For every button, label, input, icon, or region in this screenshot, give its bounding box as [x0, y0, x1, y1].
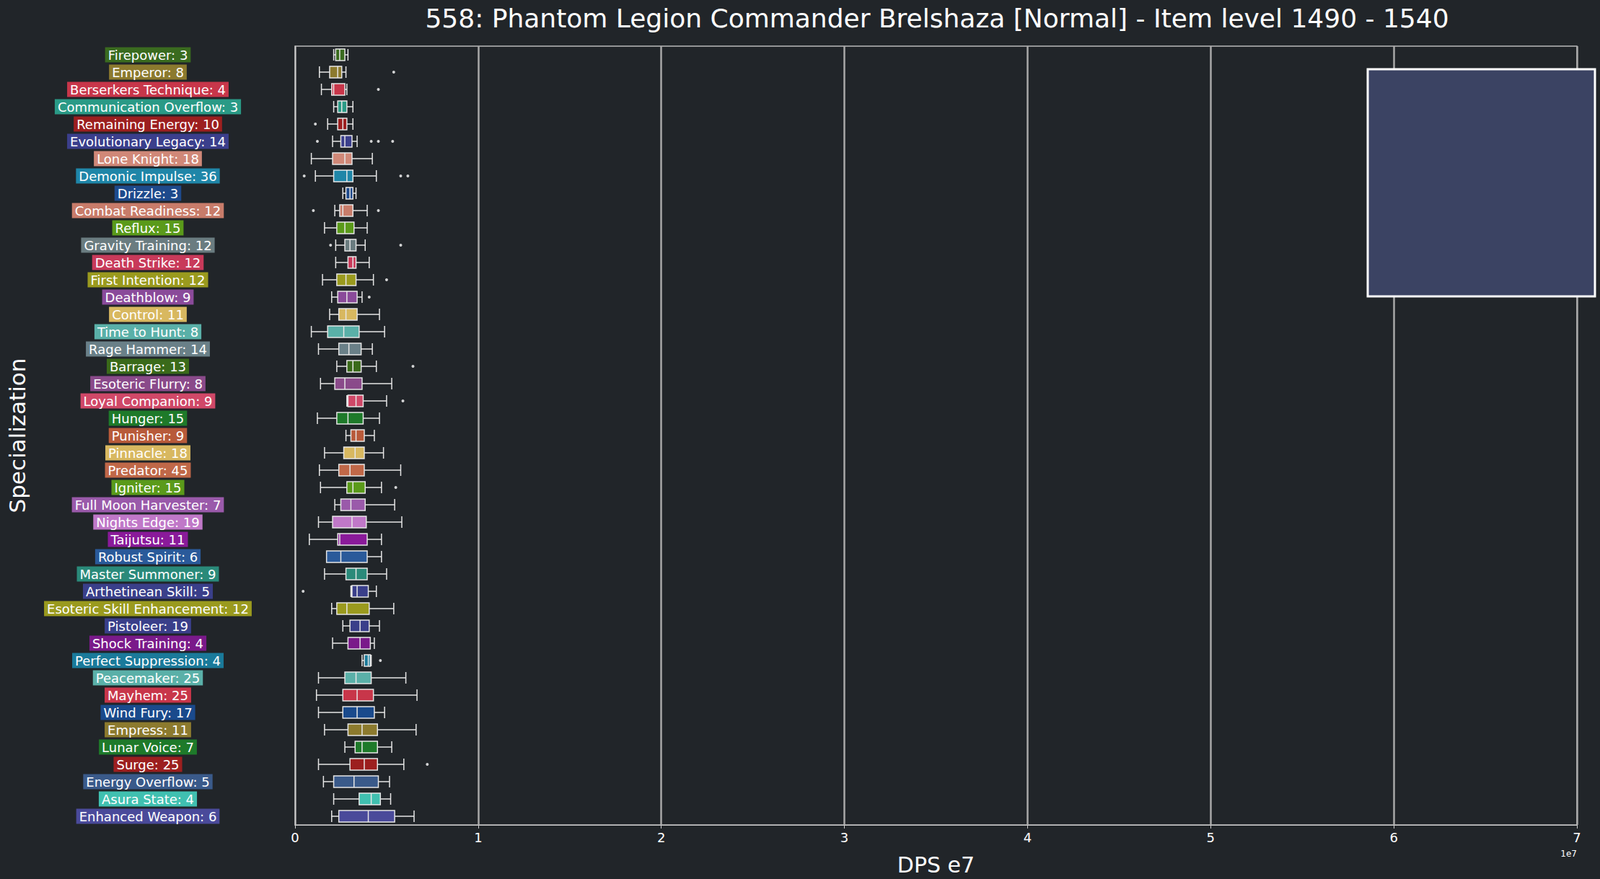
svg-text:Esoteric Flurry: 8: Esoteric Flurry: 8	[93, 376, 203, 392]
svg-text:Communication Overflow: 3: Communication Overflow: 3	[57, 99, 239, 115]
svg-text:Lunar Voice: 7: Lunar Voice: 7	[101, 740, 195, 756]
svg-text:4: 4	[1023, 830, 1032, 846]
svg-text:Time to Hunt: 8: Time to Hunt: 8	[96, 324, 199, 340]
svg-text:Pistoleer: 19: Pistoleer: 19	[107, 618, 189, 635]
svg-text:Gravity Training: 12: Gravity Training: 12	[83, 238, 212, 254]
svg-text:Lone Knight: 18: Lone Knight: 18	[96, 151, 200, 167]
svg-text:Hunger: 15: Hunger: 15	[111, 411, 185, 427]
svg-text:Remaining Energy: 10: Remaining Energy: 10	[76, 116, 220, 133]
svg-text:6: 6	[1389, 830, 1398, 846]
svg-text:Demonic Impulse: 36: Demonic Impulse: 36	[78, 168, 217, 184]
svg-text:7: 7	[1572, 830, 1581, 846]
svg-text:Empress: 11: Empress: 11	[107, 722, 189, 738]
svg-text:Full Moon Harvester: 7: Full Moon Harvester: 7	[75, 497, 222, 513]
svg-text:Death Strike: 12: Death Strike: 12	[95, 255, 202, 271]
svg-text:Berserkers Technique: 4: Berserkers Technique: 4	[69, 82, 226, 98]
svg-text:Shock Training: 4: Shock Training: 4	[92, 636, 204, 652]
svg-text:Drizzle: 3: Drizzle: 3	[117, 186, 179, 202]
svg-text:558: Phantom Legion Commander: 558: Phantom Legion Commander Brelshaza …	[424, 3, 1449, 34]
svg-text:Perfect Suppression: 4: Perfect Suppression: 4	[75, 653, 221, 669]
svg-text:Barrage: 13: Barrage: 13	[109, 359, 187, 375]
svg-text:Mayhem: 25: Mayhem: 25	[107, 688, 189, 704]
svg-text:Master Summoner: 9: Master Summoner: 9	[80, 566, 217, 583]
svg-text:Robust Spirit: 6: Robust Spirit: 6	[98, 549, 198, 565]
svg-text:Loyal Companion: 9: Loyal Companion: 9	[83, 393, 213, 410]
svg-text:Reflux: 15: Reflux: 15	[115, 220, 182, 236]
svg-text:Surge: 25: Surge: 25	[116, 757, 179, 773]
svg-text:Enhanced Weapon: 6: Enhanced Weapon: 6	[79, 809, 218, 825]
svg-text:1: 1	[473, 830, 482, 846]
svg-text:Asura State: 4: Asura State: 4	[101, 792, 195, 808]
svg-text:Deathblow: 9: Deathblow: 9	[105, 289, 192, 306]
svg-text:2: 2	[657, 830, 666, 846]
svg-text:Combat Readiness: 12: Combat Readiness: 12	[75, 203, 222, 219]
svg-text:Wind Fury: 17: Wind Fury: 17	[103, 705, 192, 721]
svg-text:Taijutsu: 11: Taijutsu: 11	[110, 532, 186, 548]
svg-text:Punisher: 9: Punisher: 9	[111, 428, 185, 444]
svg-text:Arthetinean Skill: 5: Arthetinean Skill: 5	[85, 584, 210, 600]
svg-text:Predator: 45: Predator: 45	[108, 463, 189, 479]
svg-text:DPS e7: DPS e7	[897, 852, 975, 878]
svg-text:Pinnacle: 18: Pinnacle: 18	[108, 445, 188, 461]
svg-text:Peacemaker: 25: Peacemaker: 25	[95, 670, 200, 687]
svg-text:5: 5	[1206, 830, 1215, 846]
svg-text:Nights Edge: 19: Nights Edge: 19	[95, 515, 200, 531]
svg-text:3: 3	[840, 830, 849, 846]
svg-text:1e7: 1e7	[1560, 849, 1577, 860]
svg-text:Specialization: Specialization	[4, 358, 31, 514]
svg-text:Energy Overflow: 5: Energy Overflow: 5	[85, 774, 210, 790]
svg-text:Control: 11: Control: 11	[111, 307, 184, 323]
svg-text:Rage Hammer: 14: Rage Hammer: 14	[88, 341, 208, 358]
svg-text:Emperor: 8: Emperor: 8	[111, 64, 184, 81]
svg-text:Firepower: 3: Firepower: 3	[108, 47, 189, 63]
svg-text:0: 0	[290, 830, 299, 846]
svg-text:Igniter: 15: Igniter: 15	[113, 480, 182, 496]
svg-text:First Intention: 12: First Intention: 12	[90, 272, 205, 288]
svg-text:Evolutionary Legacy: 14: Evolutionary Legacy: 14	[69, 134, 226, 150]
svg-text:Esoteric Skill Enhancement: 12: Esoteric Skill Enhancement: 12	[46, 601, 249, 617]
